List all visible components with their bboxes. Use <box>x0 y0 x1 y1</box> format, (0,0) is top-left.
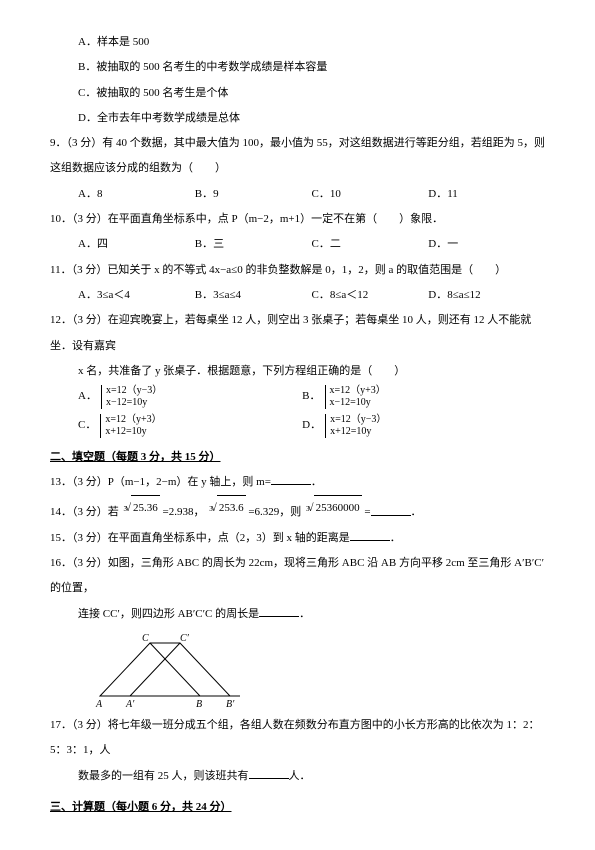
label-C-prime: C′ <box>180 633 190 644</box>
q12-option-d-eq2: x+12=10y <box>330 426 386 438</box>
q15-tail: ． <box>390 532 401 544</box>
q10-option-c: C．二 <box>312 232 429 257</box>
q12-option-c: C． x=12（y+3） x+12=10y <box>78 413 302 438</box>
label-A-prime: A′ <box>125 699 135 709</box>
label-C: C <box>142 633 149 644</box>
cube-root-icon: 3√253.6 <box>207 495 245 521</box>
q12-options-row1: A． x=12（y−3） x−12=10y B． x=12（y+3） x−12=… <box>50 384 545 409</box>
q14-rad3: 25360000 <box>314 495 362 521</box>
label-B: B <box>196 699 202 709</box>
q12-option-a-eq1: x=12（y−3） <box>106 385 162 397</box>
cube-root-icon: 3√25.36 <box>122 495 160 521</box>
q9-option-b: B．9 <box>195 182 312 207</box>
q12-option-c-label: C． <box>78 413 96 438</box>
q14: 14．（3 分）若 3√25.36 =2.938， 3√253.6 =6.329… <box>50 495 545 526</box>
q12-option-c-eq2: x+12=10y <box>105 426 161 438</box>
q10-stem: 10．（3 分）在平面直角坐标系中，点 P（m−2，m+1）一定不在第（ ）象限… <box>50 207 545 232</box>
q16-text2: 连接 CC′，则四边形 AB′C′C 的周长是 <box>78 608 259 620</box>
q17-blank <box>249 767 289 779</box>
q14-rad2: 253.6 <box>217 495 246 521</box>
q16-line1: 16．（3 分）如图，三角形 ABC 的周长为 22cm，现将三角形 ABC 沿… <box>50 551 545 602</box>
q15-text: 15．（3 分）在平面直角坐标系中，点（2，3）到 x 轴的距离是 <box>50 532 350 544</box>
q12-options-row2: C． x=12（y+3） x+12=10y D． x=12（y−3） x+12=… <box>50 413 545 438</box>
q16-line2: 连接 CC′，则四边形 AB′C′C 的周长是 ． <box>50 602 545 627</box>
q12-stem-line2: x 名，共准备了 y 张桌子．根据题意，下列方程组正确的是（ ） <box>50 359 545 384</box>
q11-stem: 11．（3 分）已知关于 x 的不等式 4x−a≤0 的非负整数解是 0，1，2… <box>50 258 545 283</box>
q8-option-a: A．样本是 500 <box>50 30 545 55</box>
q9-option-a: A．8 <box>78 182 195 207</box>
q17-tail: 人． <box>289 770 311 782</box>
q17-line1: 17．（3 分）将七年级一班分成五个组，各组人数在频数分布直方图中的小长方形高的… <box>50 713 545 764</box>
q10-option-d: D．一 <box>428 232 545 257</box>
q12-option-d-label: D． <box>302 413 321 438</box>
q14-part1: 14．（3 分）若 <box>50 507 122 519</box>
q14-rad1: 25.36 <box>131 495 160 521</box>
q10-options: A．四 B．三 C．二 D．一 <box>50 232 545 257</box>
q14-part2: =2.938， <box>163 507 205 519</box>
section-2-title: 二、填空题（每题 3 分，共 15 分） <box>50 445 545 470</box>
q17-line2: 数最多的一组有 25 人，则该班共有 人． <box>50 764 545 789</box>
q16-figure: A A′ B B′ C C′ <box>90 631 545 709</box>
q9-stem: 9．（3 分）有 40 个数据，其中最大值为 100，最小值为 55，对这组数据… <box>50 131 545 182</box>
q13: 13．（3 分）P（m−1，2−m）在 y 轴上，则 m=． <box>50 470 545 495</box>
q11-option-d: D．8≤a≤12 <box>428 283 545 308</box>
cube-root-icon: 3√25360000 <box>304 495 362 521</box>
q12-option-d-eq1: x=12（y−3） <box>330 414 386 426</box>
q11-option-a: A．3≤a＜4 <box>78 283 195 308</box>
q13-text: 13．（3 分）P（m−1，2−m）在 y 轴上，则 m= <box>50 476 271 488</box>
q12-option-a-label: A． <box>78 384 97 409</box>
section-3-title: 三、计算题（每小题 6 分，共 24 分） <box>50 795 545 820</box>
q9-option-c: C．10 <box>312 182 429 207</box>
q12-option-b-label: B． <box>302 384 320 409</box>
q13-blank <box>271 473 311 485</box>
q14-blank <box>371 504 411 516</box>
q17-text2: 数最多的一组有 25 人，则该班共有 <box>78 770 249 782</box>
label-A: A <box>95 699 103 709</box>
q8-option-c: C．被抽取的 500 名考生是个体 <box>50 81 545 106</box>
q11-options: A．3≤a＜4 B．3≤a≤4 C．8≤a＜12 D．8≤a≤12 <box>50 283 545 308</box>
q15: 15．（3 分）在平面直角坐标系中，点（2，3）到 x 轴的距离是 ． <box>50 526 545 551</box>
q12-option-c-eq1: x=12（y+3） <box>105 414 161 426</box>
triangle-diagram <box>100 643 240 696</box>
q12-stem-line1: 12．（3 分）在迎宾晚宴上，若每桌坐 12 人，则空出 3 张桌子；若每桌坐 … <box>50 308 545 359</box>
q11-option-b: B．3≤a≤4 <box>195 283 312 308</box>
q12-option-b: B． x=12（y+3） x−12=10y <box>302 384 545 409</box>
q9-options: A．8 B．9 C．10 D．11 <box>50 182 545 207</box>
q15-blank <box>350 529 390 541</box>
q14-tail: ． <box>411 507 422 519</box>
q14-part3: =6.329，则 <box>248 507 304 519</box>
q12-option-b-eq1: x=12（y+3） <box>330 385 386 397</box>
q12-option-b-eq2: x−12=10y <box>330 397 386 409</box>
q8-option-d: D．全市去年中考数学成绩是总体 <box>50 106 545 131</box>
q12-option-a: A． x=12（y−3） x−12=10y <box>78 384 302 409</box>
q9-option-d: D．11 <box>428 182 545 207</box>
label-B-prime: B′ <box>226 699 235 709</box>
q10-option-b: B．三 <box>195 232 312 257</box>
q12-option-a-eq2: x−12=10y <box>106 397 162 409</box>
q11-option-c: C．8≤a＜12 <box>312 283 429 308</box>
q12-option-d: D． x=12（y−3） x+12=10y <box>302 413 545 438</box>
q8-option-b: B．被抽取的 500 名考生的中考数学成绩是样本容量 <box>50 55 545 80</box>
q10-option-a: A．四 <box>78 232 195 257</box>
q16-blank <box>259 605 299 617</box>
q16-tail: ． <box>299 608 310 620</box>
